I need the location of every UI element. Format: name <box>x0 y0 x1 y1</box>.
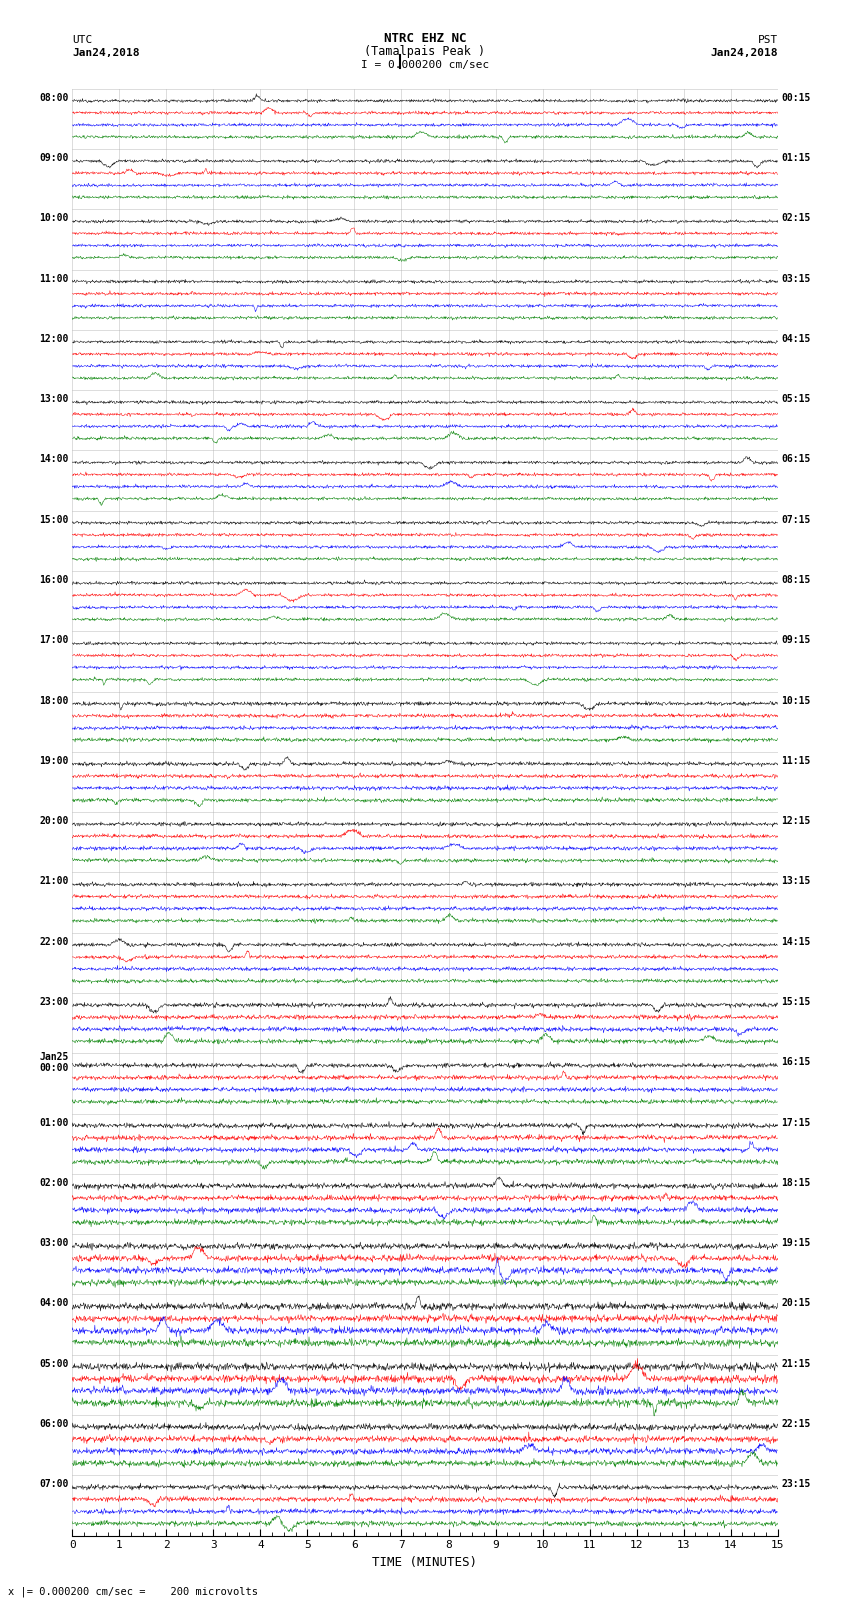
Text: 13:00: 13:00 <box>39 394 69 405</box>
Text: PST: PST <box>757 35 778 45</box>
Text: 18:15: 18:15 <box>781 1177 811 1187</box>
Text: 00:15: 00:15 <box>781 94 811 103</box>
Text: 12:00: 12:00 <box>39 334 69 344</box>
Text: I = 0.000200 cm/sec: I = 0.000200 cm/sec <box>361 60 489 69</box>
Text: 14:15: 14:15 <box>781 937 811 947</box>
Text: x |= 0.000200 cm/sec =    200 microvolts: x |= 0.000200 cm/sec = 200 microvolts <box>8 1586 258 1597</box>
Text: 17:00: 17:00 <box>39 636 69 645</box>
Text: 09:00: 09:00 <box>39 153 69 163</box>
Text: 23:00: 23:00 <box>39 997 69 1007</box>
Text: Jan25
00:00: Jan25 00:00 <box>39 1052 69 1073</box>
Text: 07:15: 07:15 <box>781 515 811 524</box>
Text: 19:15: 19:15 <box>781 1239 811 1248</box>
Text: UTC: UTC <box>72 35 93 45</box>
Text: 22:00: 22:00 <box>39 937 69 947</box>
Text: 11:15: 11:15 <box>781 756 811 766</box>
Text: 15:15: 15:15 <box>781 997 811 1007</box>
Text: 05:15: 05:15 <box>781 394 811 405</box>
Text: 08:15: 08:15 <box>781 576 811 586</box>
Text: 21:15: 21:15 <box>781 1358 811 1369</box>
Text: 12:15: 12:15 <box>781 816 811 826</box>
Text: 18:00: 18:00 <box>39 695 69 705</box>
Text: 04:00: 04:00 <box>39 1298 69 1308</box>
Text: 15:00: 15:00 <box>39 515 69 524</box>
Text: 10:00: 10:00 <box>39 213 69 223</box>
Text: 23:15: 23:15 <box>781 1479 811 1489</box>
Text: 14:00: 14:00 <box>39 455 69 465</box>
Text: 11:00: 11:00 <box>39 274 69 284</box>
Text: 20:00: 20:00 <box>39 816 69 826</box>
Text: 10:15: 10:15 <box>781 695 811 705</box>
Text: 13:15: 13:15 <box>781 876 811 887</box>
Text: 08:00: 08:00 <box>39 94 69 103</box>
Text: 16:00: 16:00 <box>39 576 69 586</box>
Text: 07:00: 07:00 <box>39 1479 69 1489</box>
Text: 03:00: 03:00 <box>39 1239 69 1248</box>
Text: 02:15: 02:15 <box>781 213 811 223</box>
Text: Jan24,2018: Jan24,2018 <box>711 48 778 58</box>
Text: 20:15: 20:15 <box>781 1298 811 1308</box>
Text: 19:00: 19:00 <box>39 756 69 766</box>
Text: 04:15: 04:15 <box>781 334 811 344</box>
Text: 01:00: 01:00 <box>39 1118 69 1127</box>
Text: 01:15: 01:15 <box>781 153 811 163</box>
Text: 09:15: 09:15 <box>781 636 811 645</box>
Text: NTRC EHZ NC: NTRC EHZ NC <box>383 32 467 45</box>
Text: 16:15: 16:15 <box>781 1058 811 1068</box>
Text: Jan24,2018: Jan24,2018 <box>72 48 139 58</box>
Text: 06:15: 06:15 <box>781 455 811 465</box>
Text: 05:00: 05:00 <box>39 1358 69 1369</box>
Text: 21:00: 21:00 <box>39 876 69 887</box>
Text: 17:15: 17:15 <box>781 1118 811 1127</box>
Text: (Tamalpais Peak ): (Tamalpais Peak ) <box>365 45 485 58</box>
X-axis label: TIME (MINUTES): TIME (MINUTES) <box>372 1557 478 1569</box>
Text: 02:00: 02:00 <box>39 1177 69 1187</box>
Text: 22:15: 22:15 <box>781 1419 811 1429</box>
Text: 06:00: 06:00 <box>39 1419 69 1429</box>
Text: 03:15: 03:15 <box>781 274 811 284</box>
